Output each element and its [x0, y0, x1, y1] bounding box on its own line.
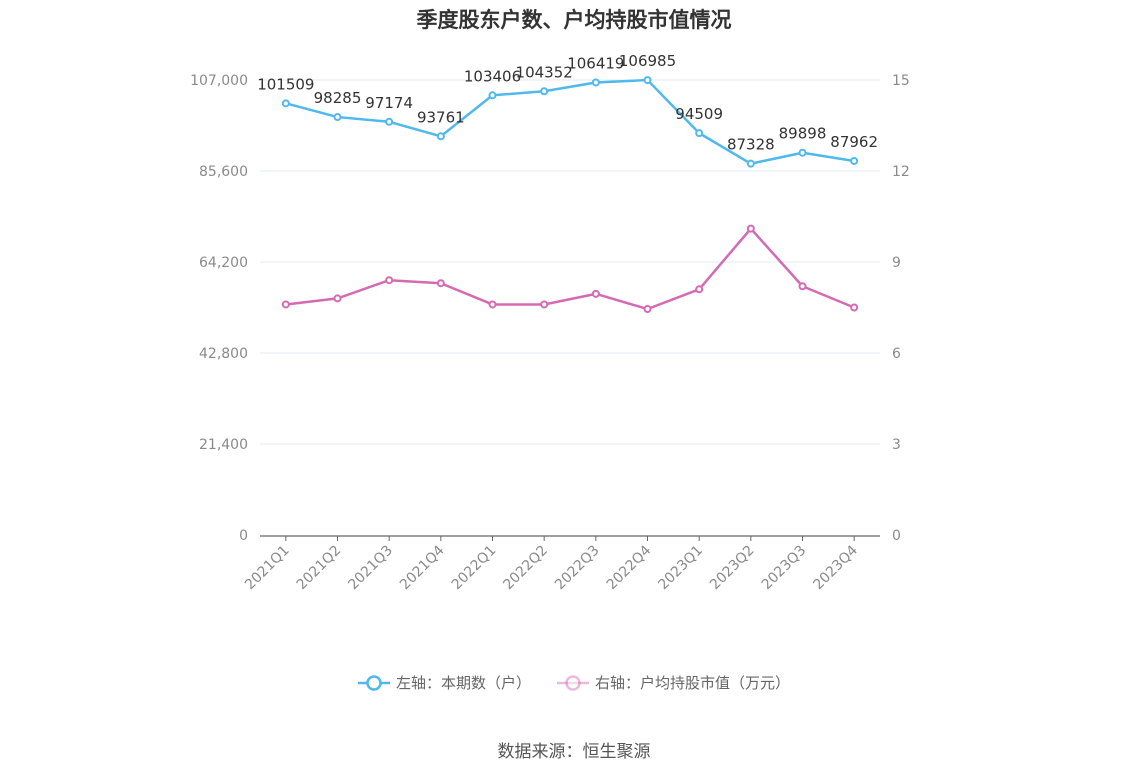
- left-axis-tick-label: 0: [239, 528, 248, 544]
- series-point-1: [488, 300, 497, 309]
- series-point-0: [850, 156, 859, 165]
- left-axis-tick-label: 21,400: [199, 437, 248, 453]
- series-point-0: [591, 78, 600, 87]
- line-chart: 0 0 21,400 3 42,800 6 64,200 9 85,600 12 107,000 15…: [190, 52, 910, 594]
- series-point-1: [385, 276, 394, 285]
- right-axis-tick-label: 6: [892, 346, 901, 362]
- x-axis-tick-label: 2022Q2: [500, 543, 551, 594]
- left-axis-tick-label: 85,600: [199, 164, 248, 180]
- x-axis-tick-label: 2022Q4: [604, 542, 655, 593]
- series-point-0: [540, 87, 549, 96]
- legend-label-avg-value: 右轴：户均持股市值（万元）: [595, 674, 791, 692]
- series-point-1: [746, 224, 755, 233]
- left-axis-tick-label: 107,000: [190, 73, 248, 89]
- series-point-0: [333, 113, 342, 122]
- x-axis-tick-label: 2021Q4: [397, 542, 448, 593]
- x-axis-tick-label: 2021Q1: [242, 543, 293, 594]
- legend: 左轴：本期数（户） 右轴：户均持股市值（万元）: [0, 672, 1148, 693]
- series-point-0: [798, 148, 807, 157]
- series-point-0: [385, 117, 394, 126]
- series-point-0: [746, 159, 755, 168]
- series-point-0: [695, 129, 704, 138]
- series-point-1: [591, 289, 600, 298]
- series-layer: [281, 76, 859, 314]
- series-point-0: [281, 99, 290, 108]
- x-axis-tick-label: 2023Q3: [759, 543, 810, 594]
- legend-label-households: 左轴：本期数（户）: [395, 674, 531, 692]
- grid-lines: [260, 79, 880, 445]
- left-axis-tick-label: 42,800: [199, 346, 248, 362]
- x-axis-tick-label: 2023Q1: [655, 543, 706, 594]
- data-label: 103406: [464, 67, 521, 85]
- series-point-1: [333, 294, 342, 303]
- series-point-0: [643, 76, 652, 85]
- legend-item-households[interactable]: 左轴：本期数（户）: [357, 672, 531, 693]
- legend-marker-avg-value: [557, 674, 589, 691]
- series-point-1: [798, 282, 807, 291]
- data-label: 104352: [516, 63, 573, 81]
- x-axis-tick-label: 2022Q3: [552, 543, 603, 594]
- series-line-1: [285, 227, 855, 311]
- x-axis-tick-label: 2022Q1: [449, 543, 500, 594]
- data-label: 87328: [727, 136, 775, 154]
- x-axis-tick-label: 2023Q2: [707, 543, 758, 594]
- data-label: 89898: [779, 125, 827, 143]
- data-label: 101509: [257, 75, 314, 93]
- series-point-1: [850, 303, 859, 312]
- data-label: 106419: [567, 54, 624, 72]
- data-label: 94509: [675, 105, 723, 123]
- series-point-1: [643, 305, 652, 314]
- right-axis-tick-label: 3: [892, 437, 901, 453]
- series-point-1: [436, 279, 445, 288]
- right-axis-tick-label: 0: [892, 528, 901, 544]
- data-label: 106985: [619, 52, 676, 70]
- data-label: 87962: [830, 133, 878, 151]
- series-point-1: [540, 300, 549, 309]
- x-axis-tick-label: 2021Q3: [345, 543, 396, 594]
- data-label: 98285: [314, 89, 362, 107]
- series-point-1: [695, 285, 704, 294]
- x-axis-tick-label: 2023Q4: [810, 542, 861, 593]
- data-label: 93761: [417, 108, 465, 126]
- chart-title: 季度股东户数、户均持股市值情况: [416, 8, 732, 32]
- right-axis-tick-label: 12: [892, 164, 910, 180]
- legend-marker-households: [357, 674, 390, 691]
- series-point-0: [488, 91, 497, 100]
- series-point-1: [281, 300, 290, 309]
- x-axis-tick-label: 2021Q2: [294, 543, 345, 594]
- right-axis-tick-label: 9: [892, 255, 901, 271]
- series-point-0: [436, 132, 445, 141]
- series-line-0: [285, 78, 855, 165]
- legend-item-avg-value[interactable]: 右轴：户均持股市值（万元）: [557, 672, 790, 693]
- data-label: 97174: [365, 94, 413, 112]
- right-axis-tick-label: 15: [892, 73, 910, 89]
- left-axis-tick-label: 64,200: [199, 255, 248, 271]
- data-source: 数据来源：恒生聚源: [497, 742, 651, 762]
